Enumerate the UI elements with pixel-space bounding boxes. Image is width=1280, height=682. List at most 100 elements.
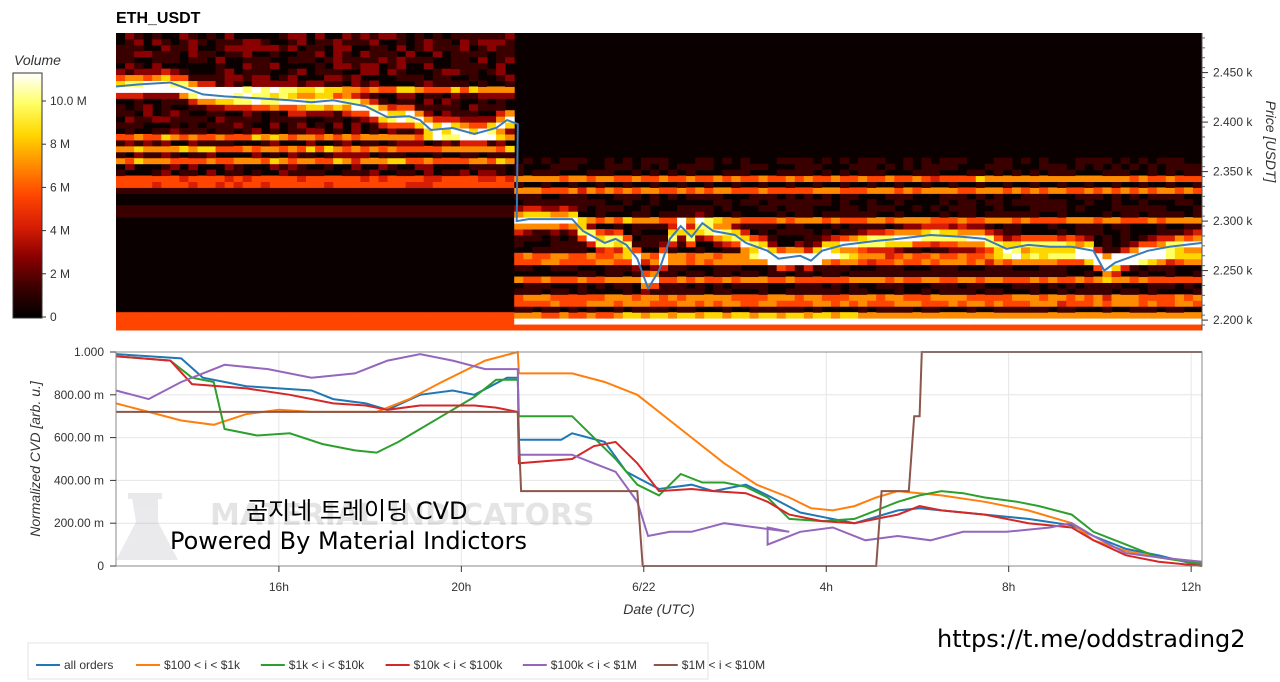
heatmap-cell <box>803 294 814 301</box>
heatmap-cell <box>1048 246 1058 254</box>
heatmap-cell <box>278 187 289 194</box>
heatmap-cell <box>405 211 416 218</box>
heatmap-cell <box>405 122 416 129</box>
heatmap-cell <box>514 175 524 182</box>
heatmap-cell <box>921 157 931 165</box>
heatmap-cell <box>568 211 579 218</box>
heatmap-cell <box>668 264 678 272</box>
heatmap-cell <box>532 276 542 283</box>
heatmap-cell <box>984 276 995 283</box>
heatmap-cell <box>315 80 325 87</box>
heatmap-cell <box>586 234 597 242</box>
heatmap-cell <box>776 217 787 224</box>
heatmap-cell <box>785 324 796 331</box>
heatmap-cell <box>568 240 579 248</box>
heatmap-cell <box>1093 300 1103 307</box>
heatmap-cell <box>885 193 895 200</box>
heatmap-cell <box>767 199 778 206</box>
heatmap-cell <box>948 163 959 171</box>
heatmap-cell <box>324 324 334 331</box>
heatmap-cell <box>468 38 479 46</box>
heatmap-cell <box>1183 324 1194 331</box>
heatmap-cell <box>396 205 407 212</box>
heatmap-cell <box>1165 300 1176 307</box>
heatmap-cell <box>161 157 171 165</box>
heatmap-cell <box>849 282 859 289</box>
heatmap-cell <box>414 181 425 188</box>
heatmap-cell <box>776 312 787 319</box>
heatmap-cell <box>260 211 271 218</box>
heatmap-cell <box>360 50 370 58</box>
heatmap-cell <box>514 252 524 260</box>
heatmap-cell <box>975 282 986 289</box>
heatmap-cell <box>1057 306 1067 313</box>
heatmap-cell <box>297 211 307 218</box>
heatmap-cell <box>948 282 959 289</box>
heatmap-cell <box>686 312 696 319</box>
heatmap-cell <box>1011 234 1022 242</box>
heatmap-cell <box>269 139 280 147</box>
heatmap-cell <box>278 163 289 171</box>
heatmap-cell <box>993 276 1004 283</box>
heatmap-cell <box>251 128 262 135</box>
heatmap-cell <box>785 300 796 307</box>
heatmap-cell <box>930 246 941 254</box>
heatmap-cell <box>188 151 198 159</box>
heatmap-cell <box>568 246 579 254</box>
heatmap-cell <box>604 312 615 319</box>
heatmap-cell <box>468 86 479 93</box>
heatmap-cell <box>233 169 244 177</box>
heatmap-cell <box>948 270 959 278</box>
heatmap-cell <box>1075 217 1085 224</box>
heatmap-cell <box>297 157 307 165</box>
heatmap-cell <box>758 217 769 224</box>
heatmap-cell <box>821 199 832 206</box>
heatmap-cell <box>478 312 488 319</box>
heatmap-cell <box>541 294 551 301</box>
heatmap-cell <box>930 318 941 325</box>
heatmap-cell <box>686 240 696 248</box>
heatmap-cell <box>803 211 814 218</box>
heatmap-cell <box>269 318 280 325</box>
heatmap-cell <box>939 187 950 194</box>
heatmap-cell <box>405 133 416 141</box>
heatmap-cell <box>613 252 624 260</box>
heatmap-cell <box>496 181 506 188</box>
heatmap-cell <box>1111 270 1122 278</box>
heatmap-cell <box>577 187 588 194</box>
heatmap-cell <box>903 229 913 236</box>
heatmap-cell <box>459 38 470 46</box>
heatmap-cell <box>1066 276 1076 283</box>
heatmap-cell <box>550 205 560 212</box>
heatmap-cell <box>116 205 126 212</box>
heatmap-cell <box>794 276 805 283</box>
heatmap-cell <box>948 157 959 165</box>
heatmap-cell <box>242 324 253 331</box>
heatmap-cell <box>468 68 479 76</box>
heatmap-cell <box>695 300 705 307</box>
heatmap-cell <box>858 324 868 331</box>
heatmap-cell <box>333 139 343 147</box>
heatmap-cell <box>912 300 922 307</box>
heatmap-cell <box>351 169 361 177</box>
heatmap-cell <box>1192 181 1203 188</box>
heatmap-cell <box>668 270 678 278</box>
heatmap-cell <box>622 258 633 266</box>
heatmap-cell <box>315 205 325 212</box>
heatmap-cell <box>966 229 977 236</box>
heatmap-cell <box>659 246 669 254</box>
heatmap-cell <box>197 116 207 123</box>
heatmap-cell <box>1002 217 1013 224</box>
heatmap-cell <box>1057 324 1067 331</box>
heatmap-cell <box>269 92 280 99</box>
heatmap-cell <box>577 270 588 278</box>
heatmap-cell <box>179 116 189 123</box>
heatmap-cell <box>468 312 479 319</box>
cvd-x-axis-label: Date (UTC) <box>623 601 695 617</box>
heatmap-cell <box>695 175 705 182</box>
heatmap-cell <box>1075 276 1085 283</box>
colorbar-ticks: 02 M4 M6 M8 M10.0 M <box>42 94 87 324</box>
heatmap-cell <box>984 175 995 182</box>
heatmap-cell <box>812 282 823 289</box>
heatmap-cell <box>885 324 895 331</box>
